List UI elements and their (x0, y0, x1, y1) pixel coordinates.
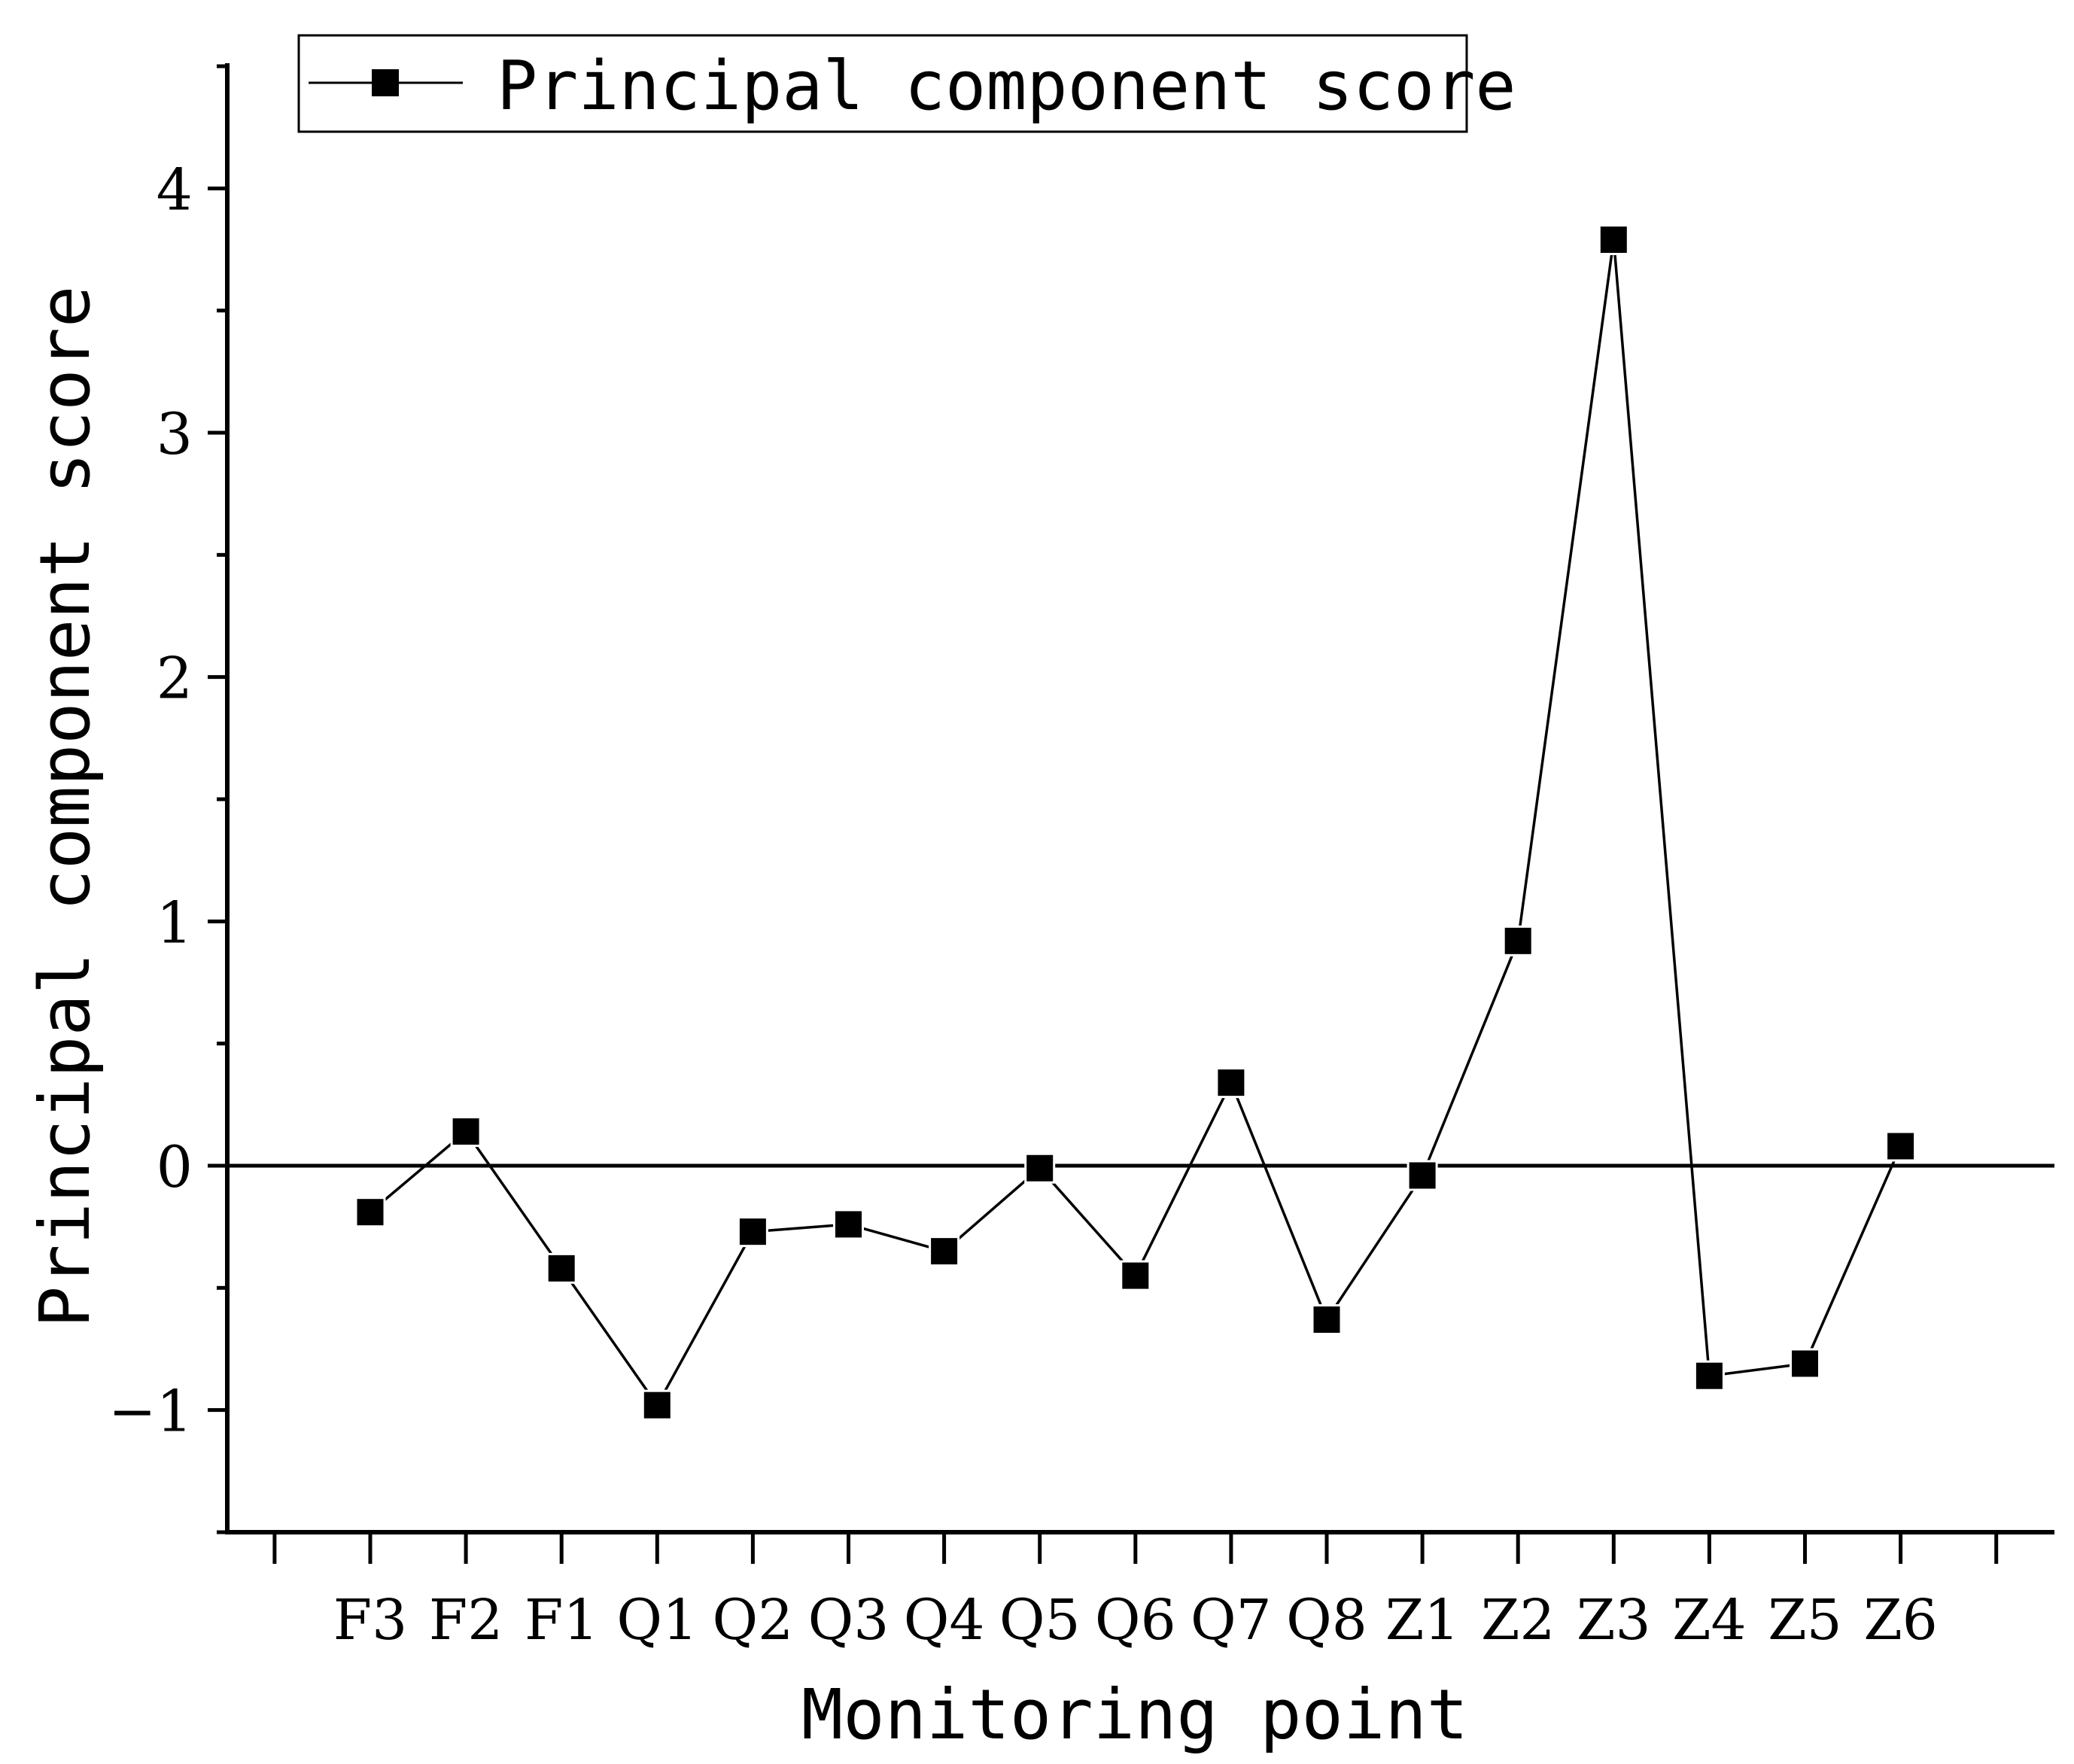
data-point-z5 (1790, 1348, 1820, 1379)
y-tick-label: 3 (157, 400, 193, 467)
x-tick-label: F3 (333, 1588, 407, 1653)
tick-labels-layer: −1 0 1 2 3 4 F3 F2 F1 Q1 Q2 Q3 Q4 Q5 Q6 Q7 Q8 Z1 Z2 Z3 Z4 Z5 Z… (108, 156, 1938, 1653)
x-tick-label: Q4 (904, 1588, 985, 1653)
data-point-q2 (737, 1216, 768, 1248)
data-point-z1 (1406, 1160, 1438, 1191)
x-tick-label: Q8 (1286, 1588, 1367, 1653)
legend: Principal component score (297, 34, 1516, 133)
y-tick-label: 4 (157, 156, 193, 223)
x-axis-label: Monitoring point (801, 1674, 1468, 1755)
data-point-q7 (1215, 1067, 1247, 1099)
x-tick-label: Z2 (1481, 1588, 1556, 1653)
x-tick-label: Z6 (1863, 1588, 1938, 1653)
data-point-q5 (1024, 1152, 1056, 1184)
x-tick-label: Q7 (1191, 1588, 1272, 1653)
y-tick-label: 0 (157, 1133, 193, 1200)
x-tick-label: Q5 (999, 1588, 1081, 1653)
data-point-q4 (929, 1236, 960, 1267)
data-point-z4 (1693, 1360, 1725, 1391)
x-tick-label: Q3 (808, 1588, 890, 1653)
x-tick-label: Z5 (1768, 1588, 1842, 1653)
data-point-f1 (546, 1252, 577, 1284)
x-tick-label: Z4 (1672, 1588, 1747, 1653)
y-axis-label: Principal component score (25, 286, 105, 1328)
data-point-z6 (1885, 1130, 1917, 1162)
data-point-q8 (1311, 1304, 1343, 1336)
legend-box (297, 34, 1468, 133)
series-line (369, 239, 1902, 1408)
x-tick-label: Q1 (616, 1588, 698, 1653)
y-tick-label: 2 (157, 645, 193, 712)
series-layer (354, 224, 1917, 1421)
data-point-z3 (1598, 224, 1629, 256)
y-tick-label: −1 (108, 1378, 193, 1445)
data-point-z2 (1502, 925, 1534, 957)
axes (208, 63, 2054, 1564)
data-point-q3 (833, 1209, 864, 1240)
x-tick-label: F2 (429, 1588, 503, 1653)
legend-marker (372, 69, 399, 96)
data-point-q6 (1120, 1260, 1151, 1291)
x-tick-label: Z3 (1577, 1588, 1651, 1653)
x-tick-label: Z1 (1385, 1588, 1460, 1653)
data-point-f2 (450, 1116, 482, 1148)
legend-label: Principal component score (497, 47, 1516, 126)
data-point-f3 (354, 1197, 386, 1228)
data-point-q1 (641, 1389, 673, 1421)
x-tick-label: Q2 (713, 1588, 794, 1653)
x-tick-label: F1 (525, 1588, 598, 1653)
y-tick-label: 1 (157, 889, 193, 956)
x-tick-label: Q6 (1095, 1588, 1176, 1653)
